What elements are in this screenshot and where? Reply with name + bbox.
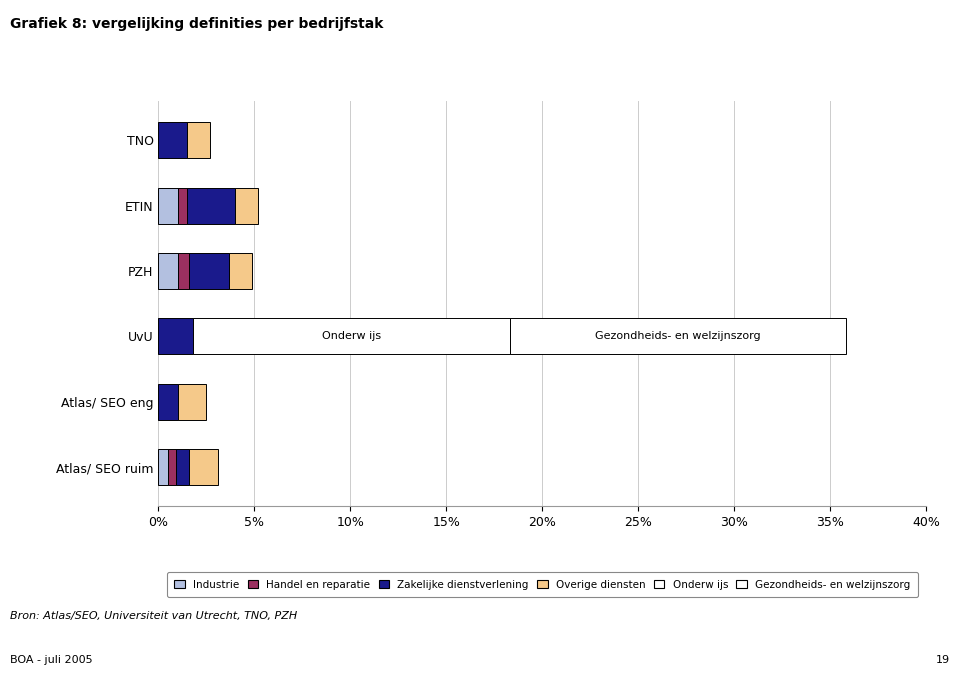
Bar <box>178 188 187 223</box>
Bar <box>235 188 258 223</box>
Text: 19: 19 <box>936 655 950 665</box>
Bar <box>229 253 252 289</box>
Bar <box>158 188 178 223</box>
Text: Gezondheids- en welzijnszorg: Gezondheids- en welzijnszorg <box>595 331 760 342</box>
Bar <box>510 319 846 354</box>
Bar <box>189 449 218 485</box>
Bar <box>187 188 235 223</box>
Bar <box>178 384 206 420</box>
Text: Onderw ijs: Onderw ijs <box>322 331 381 342</box>
Bar <box>189 253 229 289</box>
Bar <box>178 253 189 289</box>
Bar <box>158 449 168 485</box>
Bar <box>158 122 187 159</box>
Bar <box>168 449 176 485</box>
Bar <box>187 122 210 159</box>
Bar <box>158 384 178 420</box>
Text: BOA - juli 2005: BOA - juli 2005 <box>10 655 92 665</box>
Bar <box>193 319 510 354</box>
Text: Grafiek 8: vergelijking definities per bedrijfstak: Grafiek 8: vergelijking definities per b… <box>10 17 383 31</box>
Text: Bron: Atlas/SEO, Universiteit van Utrecht, TNO, PZH: Bron: Atlas/SEO, Universiteit van Utrech… <box>10 611 297 621</box>
Bar <box>158 253 178 289</box>
Bar <box>158 319 193 354</box>
Bar <box>176 449 189 485</box>
Legend: Industrie, Handel en reparatie, Zakelijke dienstverlening, Overige diensten, Ond: Industrie, Handel en reparatie, Zakelijk… <box>167 572 918 597</box>
